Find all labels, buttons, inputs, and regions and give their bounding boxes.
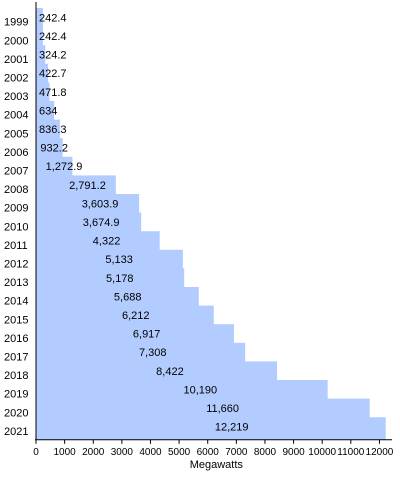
bar-2016 — [36, 324, 234, 344]
x-tick-label-12000: 12000 — [366, 447, 394, 458]
bar-2018 — [36, 361, 278, 381]
value-label-2007: 1,272.9 — [46, 161, 83, 173]
year-label-2002: 2002 — [4, 72, 28, 84]
bar-2019 — [36, 380, 328, 400]
x-tick-label-4000: 4000 — [139, 447, 162, 458]
x-tick-label-1000: 1000 — [53, 447, 76, 458]
value-label-2009: 3,603.9 — [82, 198, 119, 210]
year-label-2017: 2017 — [4, 351, 28, 363]
bar-2001 — [36, 45, 46, 65]
bar-2012 — [36, 249, 183, 269]
year-label-2012: 2012 — [4, 258, 28, 270]
year-label-2019: 2019 — [4, 389, 28, 401]
value-label-2021: 12,219 — [215, 422, 249, 434]
year-label-2003: 2003 — [4, 91, 28, 103]
value-label-2008: 2,791.2 — [69, 180, 106, 192]
bar-2009 — [36, 194, 140, 214]
bar-2004 — [36, 101, 55, 121]
x-tick-label-5000: 5000 — [168, 447, 191, 458]
bar-1999 — [36, 8, 43, 28]
year-label-2011: 2011 — [4, 240, 28, 252]
year-label-2016: 2016 — [4, 333, 28, 345]
value-label-2004: 634 — [39, 105, 57, 117]
bar-2013 — [36, 268, 185, 288]
value-label-2018: 8,422 — [156, 366, 184, 378]
value-label-layer: 242.4 242.4 324.2 422.7 471.8 634 836.3 932.2 1,… — [39, 12, 248, 433]
value-label-2011: 4,322 — [93, 236, 121, 248]
bar-2007 — [36, 156, 73, 176]
bar-2008 — [36, 175, 116, 195]
value-label-2020: 11,660 — [206, 403, 239, 415]
year-label-2009: 2009 — [4, 203, 28, 215]
value-label-2016: 6,917 — [133, 329, 161, 341]
value-label-2010: 3,674.9 — [83, 217, 120, 229]
year-label-2015: 2015 — [4, 314, 28, 326]
value-label-2017: 7,308 — [139, 347, 167, 359]
area-layer — [36, 8, 386, 440]
bar-2015 — [36, 305, 214, 325]
bar-2003 — [36, 82, 50, 102]
x-tick-label-2000: 2000 — [82, 447, 105, 458]
year-label-2007: 2007 — [4, 165, 28, 177]
x-tick-label-0: 0 — [33, 447, 39, 458]
bar-2014 — [36, 287, 199, 307]
bar-2002 — [36, 63, 49, 83]
year-label-2008: 2008 — [4, 184, 28, 196]
bar-2011 — [36, 231, 160, 251]
year-label-2006: 2006 — [4, 147, 28, 159]
year-label-2014: 2014 — [4, 296, 28, 308]
year-label-2021: 2021 — [4, 426, 28, 438]
x-tick-layer: 0 1000 2000 3000 4000 5000 6000 7000 8000 9000 100… — [33, 439, 394, 458]
year-label-layer: 1999 2000 2001 2002 2003 2004 2005 2006 2007 2008… — [4, 17, 28, 438]
year-label-2005: 2005 — [4, 128, 28, 140]
year-label-2020: 2020 — [4, 407, 28, 419]
year-label-2010: 2010 — [4, 221, 28, 233]
x-tick-label-6000: 6000 — [197, 447, 220, 458]
bar-2021 — [36, 417, 386, 440]
x-tick-label-10000: 10000 — [308, 447, 336, 458]
value-label-2015: 6,212 — [122, 310, 150, 322]
year-label-2004: 2004 — [4, 110, 28, 122]
x-tick-label-11000: 11000 — [337, 447, 365, 458]
bar-2010 — [36, 212, 142, 232]
year-label-2000: 2000 — [4, 35, 28, 47]
value-label-2012: 5,133 — [105, 254, 133, 266]
year-label-2013: 2013 — [4, 277, 28, 289]
value-label-2014: 5,688 — [114, 291, 142, 303]
x-tick-label-7000: 7000 — [225, 447, 248, 458]
value-label-2006: 932.2 — [40, 143, 68, 155]
x-tick-label-9000: 9000 — [282, 447, 305, 458]
value-label-2000: 242.4 — [39, 31, 67, 43]
value-label-2003: 471.8 — [39, 87, 67, 99]
value-label-2019: 10,190 — [183, 384, 217, 396]
year-label-1999: 1999 — [4, 17, 28, 29]
x-tick-label-8000: 8000 — [254, 447, 277, 458]
year-label-2018: 2018 — [4, 370, 28, 382]
value-label-2013: 5,178 — [106, 273, 134, 285]
bar-2000 — [36, 26, 43, 46]
value-label-2002: 422.7 — [39, 68, 67, 80]
bar-2020 — [36, 398, 370, 418]
value-label-2005: 836.3 — [39, 124, 67, 136]
x-axis-title: Megawatts — [190, 459, 244, 471]
value-label-2001: 324.2 — [39, 50, 67, 62]
x-tick-label-3000: 3000 — [111, 447, 134, 458]
bar-2005 — [36, 119, 60, 139]
year-label-2001: 2001 — [4, 54, 28, 66]
value-label-1999: 242.4 — [39, 12, 67, 24]
bar-2017 — [36, 342, 246, 362]
bar-2006 — [36, 138, 63, 158]
